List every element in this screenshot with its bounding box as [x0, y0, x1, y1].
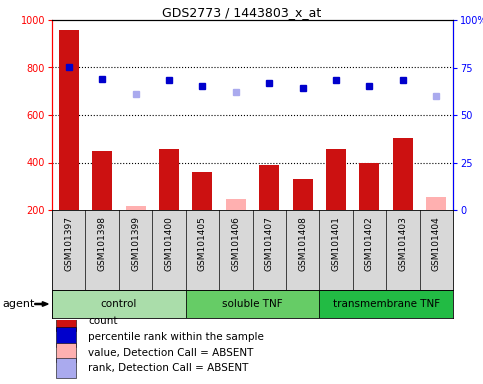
- Text: GSM101401: GSM101401: [331, 217, 341, 271]
- Text: GSM101398: GSM101398: [98, 217, 107, 271]
- Bar: [259, 165, 279, 210]
- Text: GDS2773 / 1443803_x_at: GDS2773 / 1443803_x_at: [162, 6, 321, 19]
- Text: GSM101407: GSM101407: [265, 217, 274, 271]
- Text: count: count: [88, 316, 117, 326]
- Text: GSM101406: GSM101406: [231, 217, 240, 271]
- Bar: [226, 199, 246, 210]
- Bar: [426, 197, 446, 210]
- Text: soluble TNF: soluble TNF: [222, 299, 283, 309]
- Text: GSM101405: GSM101405: [198, 217, 207, 271]
- Bar: [293, 179, 313, 210]
- Bar: [393, 137, 413, 210]
- Bar: [126, 207, 145, 210]
- Bar: [56, 327, 76, 347]
- Bar: [192, 172, 213, 210]
- Text: GSM101400: GSM101400: [164, 217, 173, 271]
- Bar: [56, 311, 76, 331]
- Bar: [58, 30, 79, 210]
- Text: percentile rank within the sample: percentile rank within the sample: [88, 332, 264, 342]
- Bar: [52, 290, 185, 318]
- Bar: [359, 162, 380, 210]
- Bar: [319, 290, 453, 318]
- Bar: [159, 149, 179, 210]
- Text: control: control: [100, 299, 137, 309]
- Text: GSM101404: GSM101404: [432, 217, 441, 271]
- Text: agent: agent: [2, 299, 35, 309]
- Bar: [92, 151, 112, 210]
- Bar: [56, 358, 76, 378]
- Text: rank, Detection Call = ABSENT: rank, Detection Call = ABSENT: [88, 363, 248, 373]
- Text: value, Detection Call = ABSENT: value, Detection Call = ABSENT: [88, 348, 254, 358]
- Text: GSM101399: GSM101399: [131, 217, 140, 271]
- Bar: [326, 149, 346, 210]
- Text: GSM101397: GSM101397: [64, 217, 73, 271]
- Text: transmembrane TNF: transmembrane TNF: [333, 299, 440, 309]
- Text: GSM101403: GSM101403: [398, 217, 407, 271]
- Text: GSM101402: GSM101402: [365, 217, 374, 271]
- Text: GSM101408: GSM101408: [298, 217, 307, 271]
- Bar: [185, 290, 319, 318]
- Bar: [56, 343, 76, 362]
